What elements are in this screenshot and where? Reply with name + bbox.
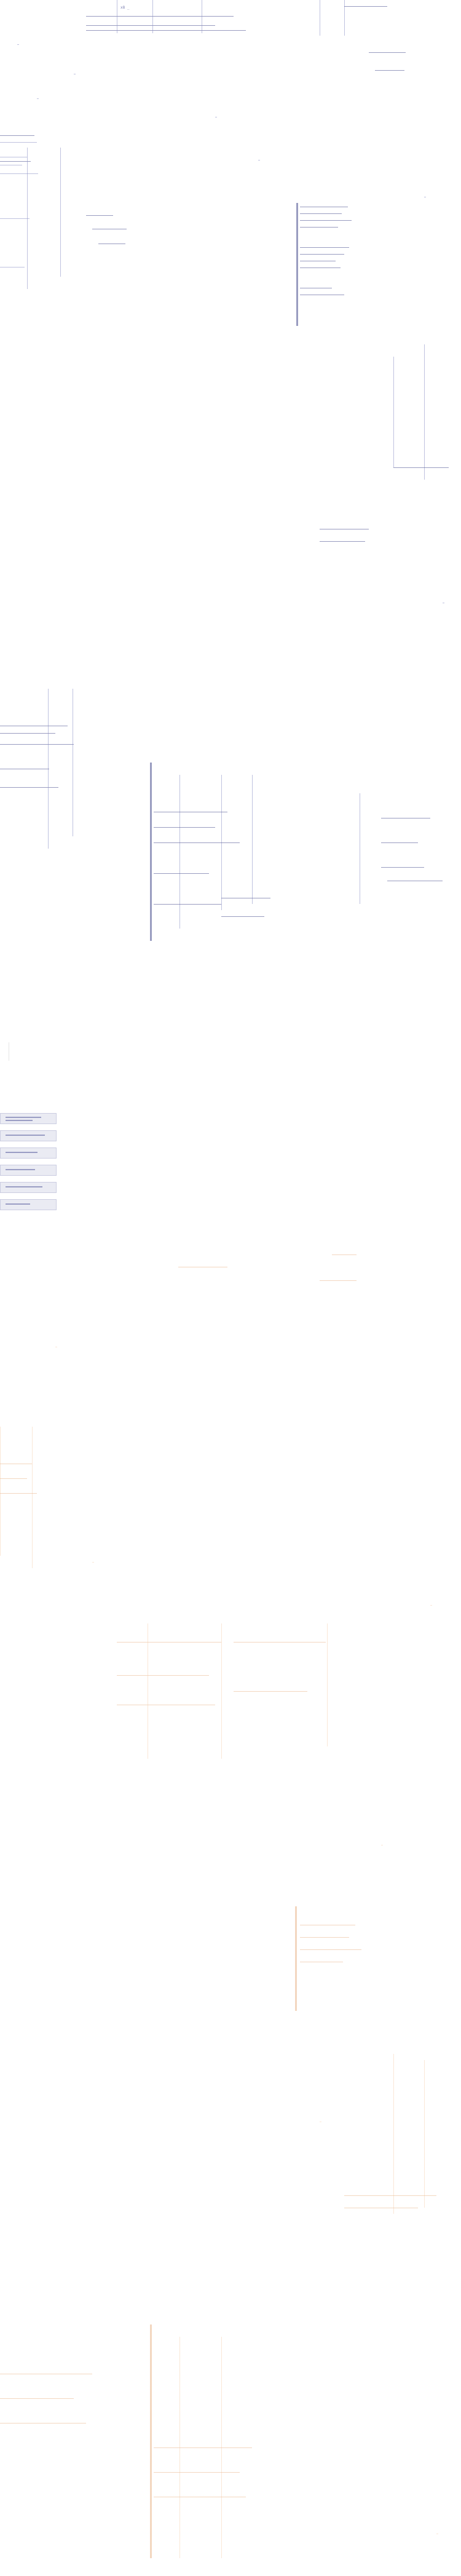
orange-rule bbox=[0, 1493, 37, 1494]
orange-table-divider bbox=[221, 1623, 222, 1759]
orange-table-rule bbox=[117, 1642, 221, 1643]
upper-left-rule bbox=[0, 218, 30, 219]
upper-left-rule bbox=[0, 135, 34, 136]
dot-mark bbox=[258, 160, 260, 161]
stack-bar bbox=[6, 1169, 35, 1170]
stack-block bbox=[0, 1113, 57, 1124]
left-table-rule bbox=[0, 733, 55, 734]
header-divider bbox=[344, 0, 345, 36]
orange-divider bbox=[393, 2054, 394, 2214]
header-rule bbox=[369, 52, 406, 53]
right-rule bbox=[381, 842, 418, 843]
upper-left-rule bbox=[86, 215, 113, 216]
header-rule bbox=[86, 30, 246, 31]
dot-mark bbox=[37, 98, 39, 99]
header-rule bbox=[344, 6, 387, 7]
dot-mark bbox=[17, 44, 19, 45]
stack-block bbox=[0, 1147, 57, 1159]
gap-region bbox=[0, 984, 461, 1242]
dot-mark bbox=[430, 1605, 432, 1606]
upper-left-divider bbox=[27, 148, 28, 289]
upper-left-divider bbox=[60, 148, 61, 277]
orange-table-rule bbox=[117, 1675, 209, 1676]
dot-mark bbox=[92, 1562, 94, 1563]
orange-divider bbox=[32, 1427, 33, 1568]
center-rule bbox=[221, 916, 264, 917]
stack-block bbox=[0, 1199, 57, 1210]
stack-bar bbox=[6, 1135, 45, 1136]
orange-column bbox=[295, 1906, 297, 2011]
left-table-rule bbox=[0, 744, 74, 745]
orange-bottom-column bbox=[150, 2324, 152, 2558]
panel-border bbox=[296, 203, 298, 326]
stack-bar bbox=[6, 1203, 30, 1205]
mid-divider bbox=[424, 344, 425, 480]
top-label-1: x8 _ bbox=[120, 6, 130, 10]
center-rule bbox=[154, 827, 215, 828]
stack-bar bbox=[6, 1152, 37, 1153]
center-rule bbox=[154, 904, 221, 905]
mid-rule bbox=[320, 541, 365, 542]
center-column bbox=[179, 775, 180, 929]
stack-block bbox=[0, 1130, 57, 1141]
panel-rule bbox=[300, 213, 342, 214]
orange-bottom-rule bbox=[154, 2447, 252, 2448]
stack-bar bbox=[6, 1120, 33, 1121]
orange-table-rule bbox=[234, 1691, 307, 1692]
orange-divider bbox=[0, 1427, 1, 1556]
right-rule bbox=[381, 867, 424, 868]
panel-rule bbox=[300, 247, 349, 248]
mid-divider bbox=[393, 357, 394, 467]
left-table-rule bbox=[0, 787, 58, 788]
upper-left-rule bbox=[0, 161, 31, 162]
header-rule bbox=[86, 25, 215, 26]
orange-rule bbox=[300, 1937, 349, 1938]
stack-block bbox=[0, 1182, 57, 1193]
stack-block bbox=[0, 1165, 57, 1176]
header-rule bbox=[375, 70, 404, 71]
orange-table-rule bbox=[234, 1642, 326, 1643]
upper-left-rule bbox=[0, 267, 25, 268]
orange-divider bbox=[424, 2060, 425, 2208]
orange-bottom-rule bbox=[0, 2398, 74, 2399]
orange-rule bbox=[300, 1949, 361, 1950]
stack-bar bbox=[6, 1186, 42, 1187]
panel-rule bbox=[300, 254, 344, 255]
orange-rule bbox=[344, 2195, 436, 2196]
orange-region bbox=[0, 1242, 461, 2576]
center-column bbox=[150, 763, 152, 941]
orange-rule bbox=[332, 1254, 357, 1255]
panel-rule bbox=[300, 227, 338, 228]
orange-rule bbox=[0, 1478, 27, 1479]
stack-bar bbox=[6, 1117, 41, 1118]
header-rule bbox=[86, 16, 234, 17]
blue-region: x8 _ bbox=[0, 0, 461, 984]
center-rule bbox=[154, 873, 209, 874]
panel-rule bbox=[300, 220, 352, 221]
center-column bbox=[252, 775, 253, 904]
upper-left-rule bbox=[0, 173, 38, 174]
orange-rule bbox=[320, 1280, 357, 1281]
mid-rule bbox=[393, 467, 449, 468]
left-table-divider bbox=[48, 689, 49, 849]
orange-table-divider bbox=[327, 1623, 328, 1746]
center-rule bbox=[154, 842, 240, 843]
header-divider bbox=[152, 0, 153, 33]
orange-bottom-rule bbox=[154, 2472, 240, 2473]
upper-left-rule bbox=[0, 142, 37, 143]
